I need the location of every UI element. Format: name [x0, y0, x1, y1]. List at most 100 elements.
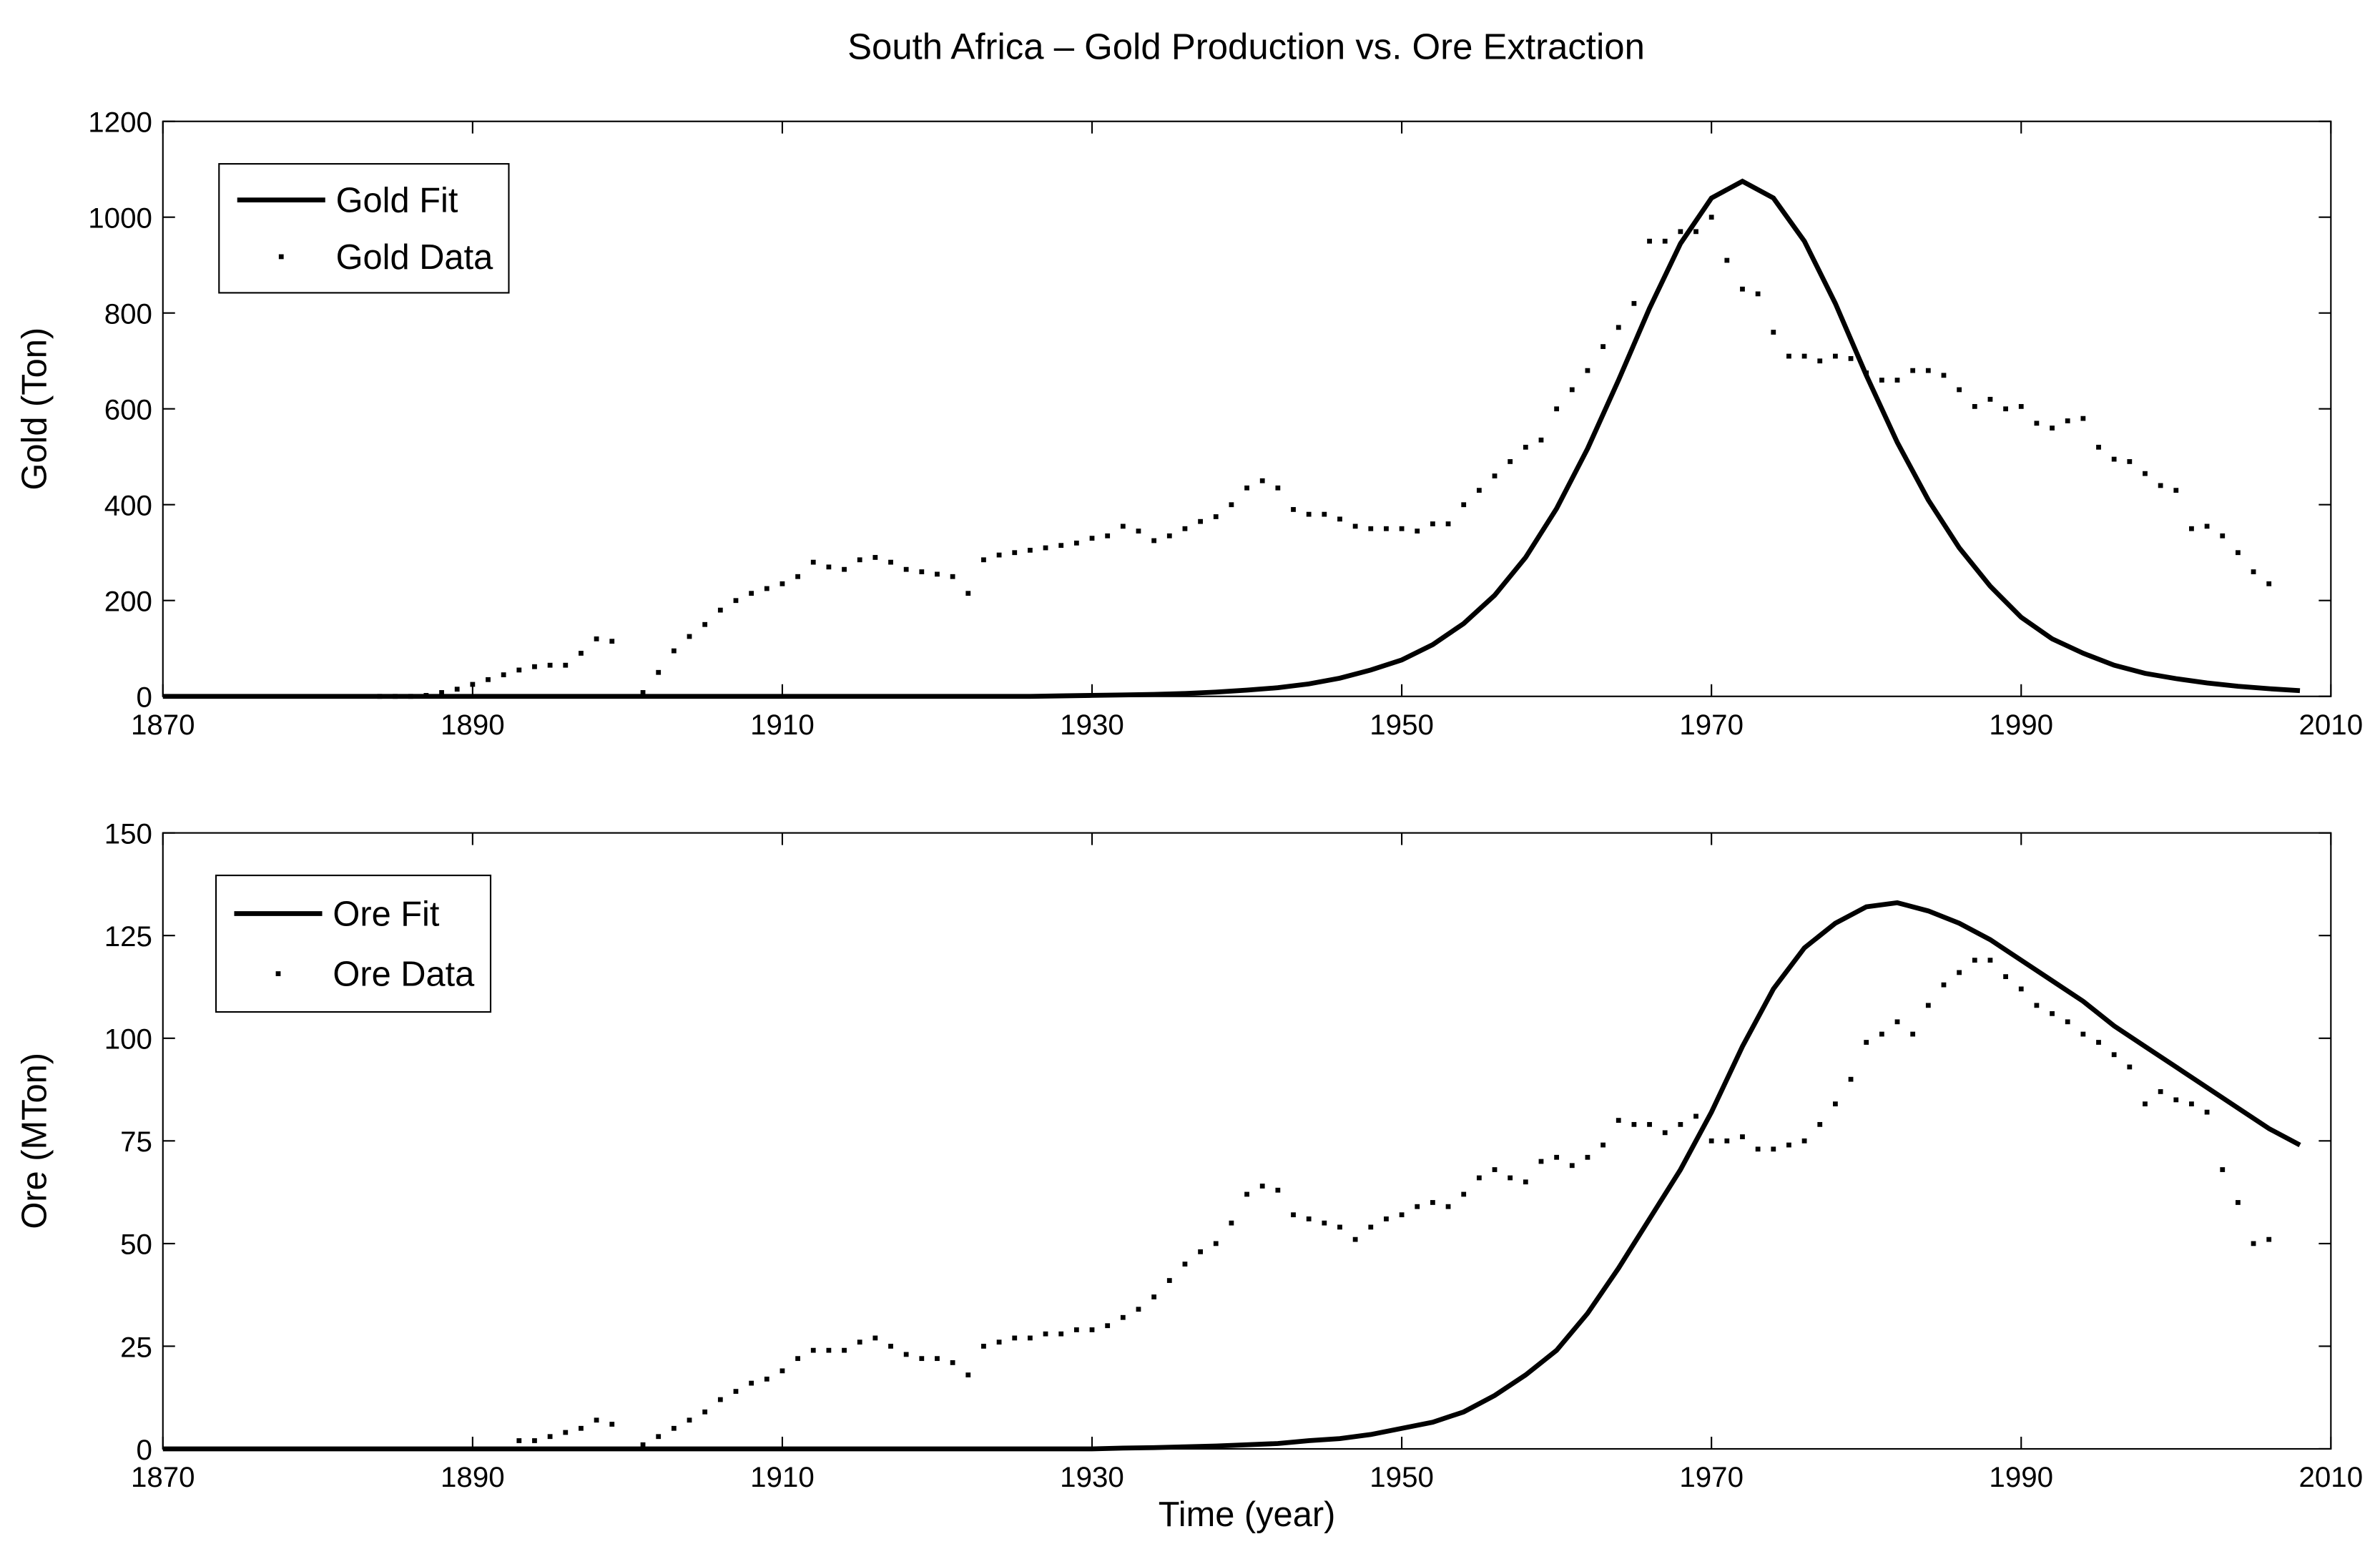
data-point — [547, 1434, 553, 1440]
data-point — [1476, 1175, 1482, 1181]
data-point — [532, 1438, 537, 1443]
data-point — [1105, 1323, 1111, 1329]
data-point — [1259, 1184, 1265, 1189]
data-point — [1771, 330, 1776, 335]
data-point — [1151, 1294, 1157, 1299]
data-point — [377, 694, 383, 699]
data-point — [749, 1380, 754, 1386]
data-point — [1616, 1118, 1621, 1123]
data-point — [408, 694, 413, 699]
data-point — [1678, 1121, 1683, 1127]
data-point — [1043, 545, 1048, 551]
data-point — [547, 662, 553, 668]
y-tick-label: 400 — [104, 490, 152, 522]
legend-dot — [278, 254, 284, 260]
data-point — [749, 591, 754, 596]
data-point — [1058, 1331, 1064, 1337]
data-point — [810, 1347, 816, 1353]
y-tick-label: 800 — [104, 298, 152, 330]
x-tick-label: 1930 — [1060, 709, 1124, 741]
data-point — [1848, 355, 1854, 361]
data-point — [702, 1409, 708, 1415]
data-point — [1244, 1191, 1249, 1197]
data-point — [1291, 507, 1296, 512]
x-tick-label: 1910 — [750, 709, 815, 741]
data-point — [1616, 325, 1621, 330]
data-point — [1941, 982, 1947, 988]
data-point — [1957, 387, 1962, 393]
data-point — [857, 1339, 862, 1345]
legend-box — [215, 875, 492, 1013]
x-tick-label: 1890 — [441, 1461, 505, 1493]
data-point — [563, 1430, 569, 1435]
data-point — [1445, 521, 1451, 526]
data-point — [1244, 485, 1249, 491]
data-point — [2266, 581, 2272, 586]
data-point — [950, 1360, 955, 1365]
data-point — [1647, 1121, 1652, 1127]
data-point — [532, 664, 537, 669]
data-point — [516, 1438, 522, 1443]
data-point — [1801, 353, 1807, 359]
data-point — [470, 682, 476, 687]
data-point — [1631, 300, 1637, 306]
data-point — [1306, 511, 1312, 517]
data-point — [423, 693, 429, 698]
data-point — [1120, 1314, 1126, 1320]
data-point — [2236, 1200, 2241, 1205]
data-point — [1910, 368, 1916, 373]
data-point — [671, 648, 677, 654]
data-point — [1012, 550, 1018, 556]
data-point — [981, 557, 986, 563]
data-point — [1864, 370, 1869, 375]
data-point — [1894, 378, 1900, 383]
data-point — [1925, 1003, 1931, 1008]
data-point — [810, 559, 816, 565]
data-point — [733, 598, 739, 604]
data-point — [996, 552, 1002, 558]
data-point — [1492, 1167, 1498, 1172]
data-point — [1415, 1204, 1420, 1209]
data-point — [1384, 1216, 1389, 1221]
data-point — [1368, 1224, 1374, 1230]
data-point — [579, 1425, 584, 1431]
figure-title: South Africa – Gold Production vs. Ore E… — [847, 26, 1645, 67]
y-tick-label: 200 — [104, 586, 152, 618]
y-tick-label: 150 — [104, 818, 152, 850]
data-point — [2173, 488, 2179, 493]
data-point — [1879, 378, 1884, 383]
data-point — [1925, 368, 1931, 373]
data-point — [935, 1356, 940, 1362]
x-tick-label: 1910 — [750, 1461, 815, 1493]
data-point — [2204, 1109, 2210, 1115]
y-tick-label: 125 — [104, 920, 152, 953]
data-point — [1352, 523, 1358, 529]
data-point — [1415, 528, 1420, 533]
data-point — [1817, 358, 1823, 364]
data-point — [2034, 1003, 2040, 1008]
fit-line — [162, 900, 2301, 1452]
data-point — [1322, 511, 1327, 517]
x-tick-label: 1950 — [1370, 709, 1434, 741]
data-point — [1198, 518, 1203, 524]
data-point — [2220, 533, 2226, 539]
data-point — [872, 555, 878, 560]
data-point — [1724, 257, 1730, 263]
data-point — [1430, 521, 1435, 526]
data-point — [764, 1376, 769, 1382]
data-point — [1384, 526, 1389, 531]
data-point — [2003, 406, 2008, 412]
data-point — [594, 1417, 599, 1423]
y-tick-label: 1000 — [88, 202, 152, 235]
data-point — [1399, 1212, 1405, 1218]
data-point — [1492, 473, 1498, 478]
data-point — [780, 581, 785, 586]
data-point — [2251, 1241, 2256, 1246]
data-point — [1182, 1262, 1188, 1267]
x-tick-label: 1990 — [1989, 709, 2053, 741]
data-point — [1430, 1200, 1435, 1205]
data-point — [687, 634, 692, 639]
data-point — [1585, 1154, 1590, 1160]
data-point — [2266, 1236, 2272, 1242]
y-tick-label: 25 — [120, 1331, 152, 1363]
